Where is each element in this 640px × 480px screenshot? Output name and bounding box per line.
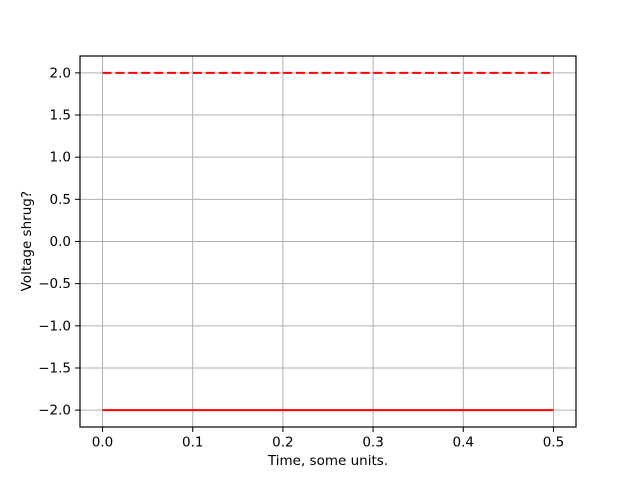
- x-tick-label: 0.0: [92, 435, 113, 451]
- y-tick-label: −0.5: [38, 276, 71, 292]
- y-tick-label: 0.0: [50, 234, 71, 250]
- y-tick-label: −1.0: [38, 318, 71, 334]
- y-tick-label: 1.0: [50, 150, 71, 166]
- y-tick-label: 1.5: [50, 108, 71, 124]
- y-tick-label: −1.5: [38, 360, 71, 376]
- y-tick-label: 0.5: [50, 192, 71, 208]
- y-tick-label: 2.0: [50, 65, 71, 81]
- x-tick-label: 0.4: [453, 435, 474, 451]
- x-tick-label: 0.3: [362, 435, 383, 451]
- y-tick-label: −2.0: [38, 403, 71, 419]
- y-axis-label-container: Voltage shrug?: [18, 56, 36, 427]
- x-tick-label: 0.2: [272, 435, 293, 451]
- x-axis-label: Time, some units.: [267, 453, 389, 469]
- x-tick-label: 0.5: [543, 435, 564, 451]
- x-tick-label: 0.1: [182, 435, 203, 451]
- y-axis-label: Voltage shrug?: [19, 191, 35, 292]
